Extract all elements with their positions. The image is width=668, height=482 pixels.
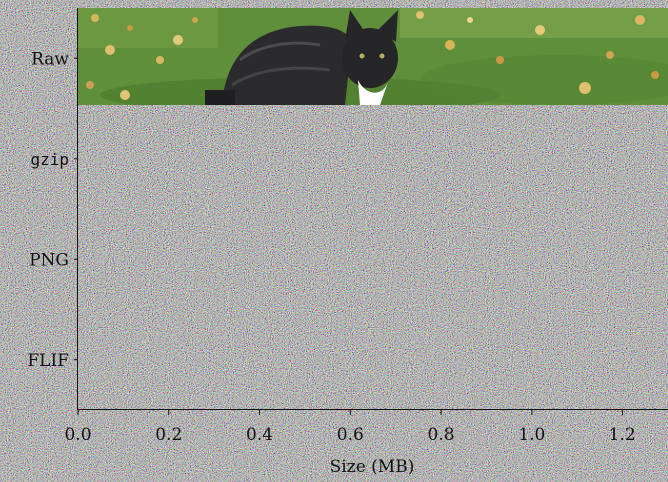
x-tick-label-4: 0.8 <box>428 425 455 445</box>
y-tick-label-raw: Raw <box>31 49 69 69</box>
x-tick-label-0: 0.0 <box>64 425 91 445</box>
bar-gzip <box>78 110 600 207</box>
bars-layer <box>78 110 600 408</box>
x-tick-label-5: 1.0 <box>518 425 545 445</box>
cat-photo-image <box>78 8 668 105</box>
x-tick-label-2: 0.4 <box>246 425 273 445</box>
x-tick-label-1: 0.2 <box>155 425 182 445</box>
raw-image-bar <box>78 8 668 105</box>
y-tick-label-flif: FLIF <box>27 351 69 371</box>
y-tick-label-png: PNG <box>29 250 69 270</box>
y-axis-tick-labels: Raw gzip PNG FLIF <box>27 49 69 371</box>
bar-png <box>78 211 471 308</box>
bar-flif <box>78 311 267 408</box>
y-tick-label-gzip: gzip <box>30 150 69 169</box>
x-axis-ticks <box>77 410 624 415</box>
x-axis-tick-labels: 0.0 0.2 0.4 0.6 0.8 1.0 1.2 <box>64 425 635 445</box>
x-tick-label-3: 0.6 <box>337 425 364 445</box>
x-tick-label-6: 1.2 <box>609 425 636 445</box>
y-axis-ticks <box>74 57 78 361</box>
x-axis-title: Size (MB) <box>330 457 415 477</box>
